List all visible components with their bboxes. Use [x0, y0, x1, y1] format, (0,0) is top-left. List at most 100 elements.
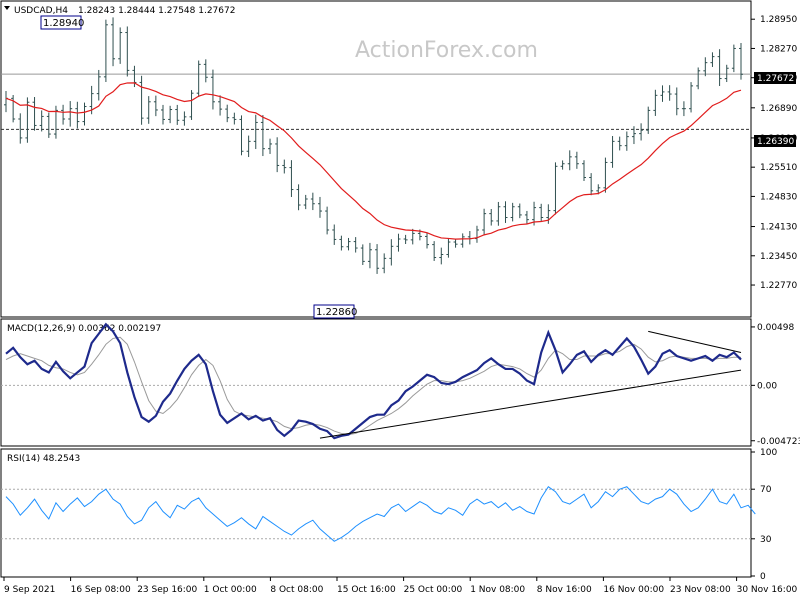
price-bar: [510, 202, 515, 222]
price-bar: [303, 194, 308, 210]
price-y-tick-label: 1.25510: [760, 163, 797, 173]
rsi-line: [5, 486, 756, 542]
price-bar: [574, 151, 579, 169]
price-bar: [18, 113, 23, 144]
price-bar: [275, 137, 280, 173]
price-bar: [460, 233, 465, 248]
x-tick-label: 25 Oct 00:00: [404, 585, 463, 595]
watermark: ActionForex.com: [355, 38, 538, 63]
price-bar: [717, 49, 722, 86]
price-title: USDCAD,H4: [14, 6, 68, 16]
price-bar: [239, 115, 244, 156]
price-bar: [439, 247, 444, 265]
price-bar: [603, 157, 608, 193]
price-bar: [567, 150, 572, 171]
price-y-tick-label: 1.24130: [760, 223, 797, 233]
price-bar: [96, 69, 101, 101]
price-bar: [153, 95, 158, 117]
price-bar: [339, 235, 344, 251]
rsi-y-tick-label: 100: [760, 448, 777, 458]
price-bar: [75, 101, 80, 129]
price-bar: [617, 136, 622, 151]
x-tick-label: 16 Nov 00:00: [603, 585, 664, 595]
level-price-label: 1.26390: [757, 137, 794, 147]
price-bar: [268, 138, 273, 154]
price-bar: [553, 162, 558, 215]
price-bar: [125, 26, 130, 77]
price-bar: [182, 111, 187, 126]
price-bar: [389, 239, 394, 266]
price-bar: [589, 173, 594, 196]
price-bar: [653, 89, 658, 116]
price-bar: [410, 228, 415, 245]
price-bar: [25, 97, 30, 143]
rsi-panel-frame: [0, 448, 752, 578]
price-bar: [375, 244, 380, 274]
low-annotation-label: 1.22860: [316, 307, 357, 318]
x-tick-label: 1 Nov 08:00: [470, 585, 525, 595]
macd-signal-line: [5, 336, 741, 436]
price-y-tick-label: 1.28950: [760, 15, 797, 25]
price-y-tick-label: 1.26890: [760, 104, 797, 114]
x-tick-label: 15 Oct 16:00: [337, 585, 396, 595]
price-bar: [282, 159, 287, 174]
price-bar: [489, 209, 494, 226]
high-annotation-label: 1.28940: [43, 18, 84, 29]
price-bar: [225, 104, 230, 123]
price-bar: [232, 112, 237, 125]
macd-falling-trendline: [648, 330, 742, 353]
price-bar: [175, 104, 180, 125]
y-axis-labels: 1.289501.282701.275901.268901.261901.255…: [751, 15, 800, 582]
x-axis-labels: 9 Sep 2021 16 Sep 08:00 23 Sep 16:00 1 Oct …: [3, 577, 798, 595]
dropdown-arrow-icon[interactable]: [4, 6, 10, 10]
price-bar: [382, 253, 387, 274]
price-bar: [39, 110, 44, 132]
price-bar: [482, 208, 487, 235]
price-ohlc: 1.28243 1.28444 1.27548 1.27672: [78, 6, 235, 16]
macd-title: MACD(12,26,9) 0.00362 0.002197: [7, 324, 161, 334]
price-bar: [82, 102, 87, 126]
price-bar: [111, 17, 116, 67]
price-bar: [160, 104, 165, 125]
price-bar: [32, 97, 37, 131]
price-bar: [446, 238, 451, 258]
price-bar: [210, 69, 215, 110]
price-bar: [325, 206, 330, 235]
macd-rising-trendline: [319, 369, 742, 439]
price-panel-frame: [0, 0, 752, 318]
price-bar: [332, 224, 337, 245]
price-bar: [517, 203, 522, 219]
price-y-tick-label: 1.23450: [760, 252, 797, 262]
rsi-y-tick-label: 0: [760, 572, 766, 582]
price-bar: [496, 201, 501, 226]
price-bar: [703, 57, 708, 77]
level-price-box: [754, 135, 796, 147]
price-bar: [467, 230, 472, 245]
price-bar: [689, 82, 694, 113]
price-layer: [1, 17, 751, 274]
x-tick-label: 8 Oct 08:00: [270, 585, 323, 595]
macd-main-line: [5, 322, 742, 440]
macd-y-tick-label: -0.004723: [757, 437, 800, 447]
price-bar: [203, 59, 208, 83]
x-tick-label: 8 Nov 16:00: [537, 585, 592, 595]
price-bar: [260, 115, 265, 157]
price-bar: [196, 60, 201, 98]
rsi-title: RSI(14) 48.2543: [7, 454, 80, 464]
price-bar: [453, 238, 458, 248]
price-bar: [360, 244, 365, 266]
price-bar: [396, 233, 401, 252]
price-bar: [432, 241, 437, 261]
x-tick-label: 16 Sep 08:00: [71, 585, 131, 595]
macd-y-tick-label: 0.00: [757, 381, 777, 391]
x-tick-label: 23 Sep 16:00: [137, 585, 197, 595]
price-bar: [253, 114, 258, 150]
last-price-label: 1.27672: [757, 74, 794, 84]
last-price-box: [754, 72, 796, 84]
moving-average-line: [5, 82, 742, 240]
price-bar: [353, 237, 358, 253]
price-bar: [246, 135, 251, 158]
price-bar: [218, 95, 223, 116]
rsi-layer: [1, 486, 756, 542]
price-bar: [739, 43, 743, 80]
